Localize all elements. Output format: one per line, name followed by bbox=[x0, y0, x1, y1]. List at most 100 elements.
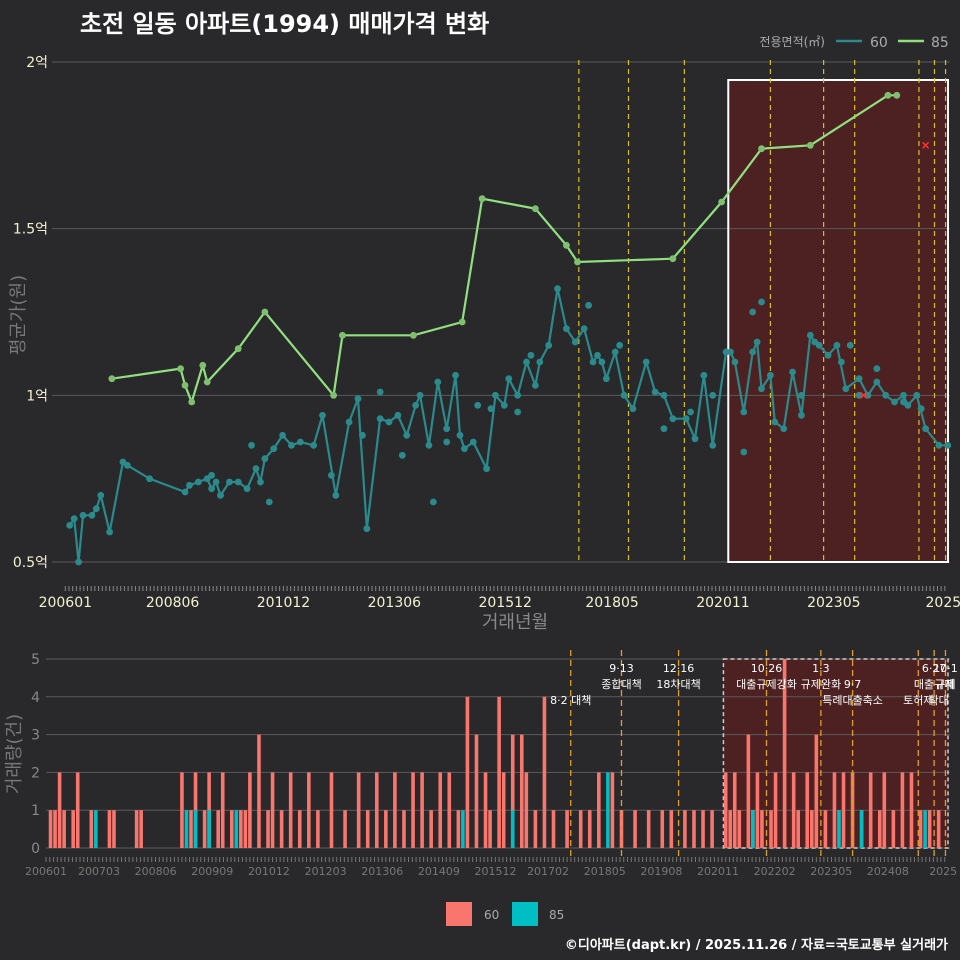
volume-bar-60 bbox=[760, 810, 764, 848]
point-60 bbox=[327, 471, 335, 479]
point-60 bbox=[740, 448, 748, 456]
point-60 bbox=[837, 358, 845, 366]
volume-bar-60 bbox=[134, 810, 139, 848]
point-60 bbox=[483, 465, 490, 473]
point-60 bbox=[749, 308, 757, 316]
volume-bar-60 bbox=[755, 772, 760, 848]
point-60 bbox=[514, 391, 522, 399]
point-60 bbox=[873, 365, 881, 373]
policy-annotation: 8·2 대책 bbox=[550, 694, 591, 707]
point-60 bbox=[487, 405, 495, 413]
point-60 bbox=[767, 371, 774, 379]
point-60 bbox=[181, 488, 189, 496]
volume-x-tick-label: 200806 bbox=[135, 865, 177, 878]
x-tick-label: 201306 bbox=[368, 595, 422, 611]
point-60 bbox=[97, 491, 105, 499]
volume-bar-60 bbox=[918, 810, 923, 848]
point-60 bbox=[900, 391, 907, 399]
point-60 bbox=[208, 485, 216, 493]
y-axis-label: 평균가(원) bbox=[8, 275, 29, 355]
volume-bar-60 bbox=[683, 810, 687, 848]
point-60 bbox=[332, 491, 340, 499]
volume-bar-60 bbox=[909, 772, 914, 848]
volume-bar-60 bbox=[279, 810, 284, 848]
volume-bar-60 bbox=[307, 772, 311, 848]
point-60 bbox=[709, 441, 717, 449]
policy-annotation: 1·3 bbox=[812, 662, 830, 675]
point-60 bbox=[394, 411, 402, 419]
point-60 bbox=[682, 415, 690, 423]
point-60 bbox=[527, 351, 535, 359]
point-60 bbox=[319, 411, 326, 419]
volume-bar-60 bbox=[746, 734, 751, 848]
volume-y-tick-label: 3 bbox=[31, 728, 40, 744]
point-60 bbox=[376, 415, 384, 423]
volume-bar-60 bbox=[868, 772, 873, 848]
x-axis-label: 거래년월 bbox=[482, 612, 548, 633]
x-marker bbox=[922, 141, 930, 149]
volume-bar-60 bbox=[62, 810, 66, 848]
point-60 bbox=[248, 441, 255, 449]
point-60 bbox=[70, 515, 78, 523]
point-60 bbox=[123, 461, 131, 469]
volume-bar-60 bbox=[900, 772, 905, 848]
point-60 bbox=[651, 388, 659, 396]
volume-bar-85 bbox=[207, 810, 211, 848]
volume-bar-60 bbox=[497, 696, 501, 848]
policy-annotation: 9·13 bbox=[609, 662, 634, 675]
point-60 bbox=[602, 375, 610, 383]
policy-annotation: 18차대책 bbox=[656, 678, 700, 691]
point-60 bbox=[434, 378, 442, 386]
volume-bar-60 bbox=[257, 734, 261, 848]
volume-bar-60 bbox=[297, 810, 302, 848]
point-60 bbox=[771, 418, 779, 426]
point-60 bbox=[642, 358, 650, 366]
x-tick-label: 2025 bbox=[926, 595, 960, 611]
point-60 bbox=[900, 398, 907, 406]
point-60 bbox=[691, 435, 699, 443]
volume-bar-60 bbox=[796, 810, 801, 848]
point-85 bbox=[234, 345, 242, 353]
volume-legend-label-85: 85 bbox=[549, 908, 564, 922]
policy-annotation: 10·1 bbox=[933, 662, 958, 675]
policy-annotation: 6·27 bbox=[922, 662, 947, 675]
volume-bar-60 bbox=[112, 810, 116, 848]
volume-bar-60 bbox=[384, 810, 388, 848]
point-60 bbox=[412, 401, 420, 409]
volume-bar-60 bbox=[374, 772, 379, 848]
volume-x-tick-label: 201805 bbox=[584, 865, 626, 878]
point-60 bbox=[554, 285, 561, 293]
volume-bar-60 bbox=[243, 810, 248, 848]
point-60 bbox=[806, 331, 814, 339]
volume-bar-60 bbox=[483, 772, 488, 848]
point-60 bbox=[798, 391, 805, 399]
point-60 bbox=[842, 385, 850, 393]
volume-bar-60 bbox=[619, 810, 624, 848]
volume-bar-60 bbox=[791, 772, 796, 848]
volume-bar-85 bbox=[751, 810, 755, 848]
point-60 bbox=[288, 441, 295, 449]
volume-bar-60 bbox=[229, 810, 234, 848]
policy-annotation: 종합대책 bbox=[601, 678, 641, 691]
point-60 bbox=[571, 338, 579, 346]
volume-bar-60 bbox=[809, 810, 814, 848]
policy-annotation: 대출규제 bbox=[914, 678, 954, 691]
volume-bar-60 bbox=[411, 772, 415, 848]
point-60 bbox=[709, 391, 717, 399]
point-85 bbox=[758, 145, 765, 153]
point-85 bbox=[261, 308, 269, 316]
volume-bar-60 bbox=[769, 810, 773, 848]
point-60 bbox=[749, 348, 757, 356]
chart-title: 초전 일동 아파트(1994) 매매가격 변화 bbox=[80, 10, 490, 38]
volume-legend-swatch-60 bbox=[446, 902, 472, 926]
point-60 bbox=[758, 385, 765, 393]
volume-bar-60 bbox=[542, 696, 547, 848]
x-tick-label: 201805 bbox=[585, 595, 638, 611]
volume-bar-85 bbox=[837, 810, 841, 848]
point-60 bbox=[403, 431, 411, 439]
point-85 bbox=[188, 398, 196, 406]
point-60 bbox=[261, 455, 269, 463]
volume-bar-85 bbox=[859, 810, 864, 848]
volume-bar-60 bbox=[456, 810, 461, 848]
volume-legend-label-60: 60 bbox=[484, 908, 499, 922]
